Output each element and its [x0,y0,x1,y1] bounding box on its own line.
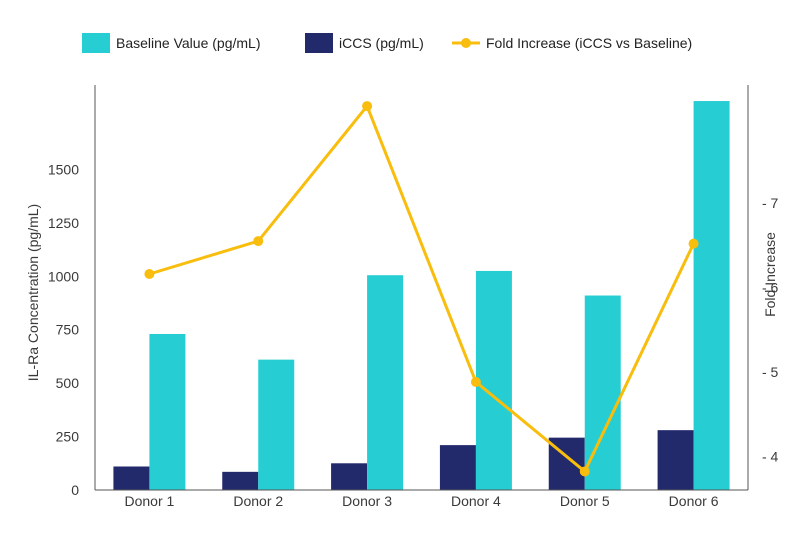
legend-item-iccs: iCCS (pg/mL) [305,33,424,53]
fold-increase-line [144,101,699,477]
bar-iccs-4 [439,445,476,490]
bar-baseline-4 [475,270,512,490]
fold-increase-point-3 [362,101,373,112]
y-tick-label: 1500 [48,161,79,177]
x-tick-label: Donor 6 [669,493,719,509]
y-tick-label: 1000 [48,268,79,284]
legend-item-baseline: Baseline Value (pg/mL) [82,33,260,53]
y-tick-label: 250 [56,429,80,445]
y-axis-title: IL-Ra Concentration (pg/mL) [25,204,41,381]
bar-iccs-6 [657,430,694,490]
y2-tick-label: - 4 [762,448,779,464]
fold-increase-point-2 [253,236,264,247]
bar-iccs-1 [113,466,150,490]
axis-labels: IL-Ra Concentration (pg/mL) Fold Increase [25,204,778,381]
legend-label: Baseline Value (pg/mL) [116,35,260,51]
legend-marker [461,38,471,48]
bar-baseline-2 [258,359,295,490]
legend-swatch [305,33,333,53]
bars [113,101,730,490]
legend-swatch [82,33,110,53]
legend-label: iCCS (pg/mL) [339,35,424,51]
fold-increase-point-1 [144,269,155,279]
legend: Baseline Value (pg/mL) iCCS (pg/mL) Fold I… [82,33,692,53]
bar-iccs-2 [222,471,259,490]
y2-tick-label: - 7 [762,195,779,211]
fold-increase-point-6 [688,238,699,249]
bar-baseline-1 [149,333,186,490]
y-tick-label: 750 [56,322,80,338]
fold-increase-point-5 [579,466,590,477]
x-tick-label: Donor 3 [342,493,392,509]
bar-baseline-6 [693,101,730,490]
fold-increase-point-4 [470,377,481,387]
fold-increase-polyline [148,104,695,473]
y2-tick-label: - 5 [762,364,779,380]
legend-item-fold-increase: Fold Increase (iCCS vs Baseline) [452,35,692,51]
y-tick-label: 500 [56,375,80,391]
legend-label: Fold Increase (iCCS vs Baseline) [486,35,692,51]
y2-tick-label: - 6 [762,280,779,296]
axes: 0 250 500 750 1000 1250 1500 - 4 - 5 - 6 - 7 Donor … [48,85,779,509]
bar-iccs-3 [331,463,368,490]
y-tick-label: 1250 [48,215,79,231]
y2-axis-title: Fold Increase [762,232,778,317]
x-tick-label: Donor 4 [451,493,501,509]
x-tick-label: Donor 1 [125,493,175,509]
x-tick-label: Donor 2 [233,493,283,509]
y-tick-label: 0 [71,482,79,498]
bar-baseline-3 [367,275,404,490]
x-tick-label: Donor 5 [560,493,610,509]
